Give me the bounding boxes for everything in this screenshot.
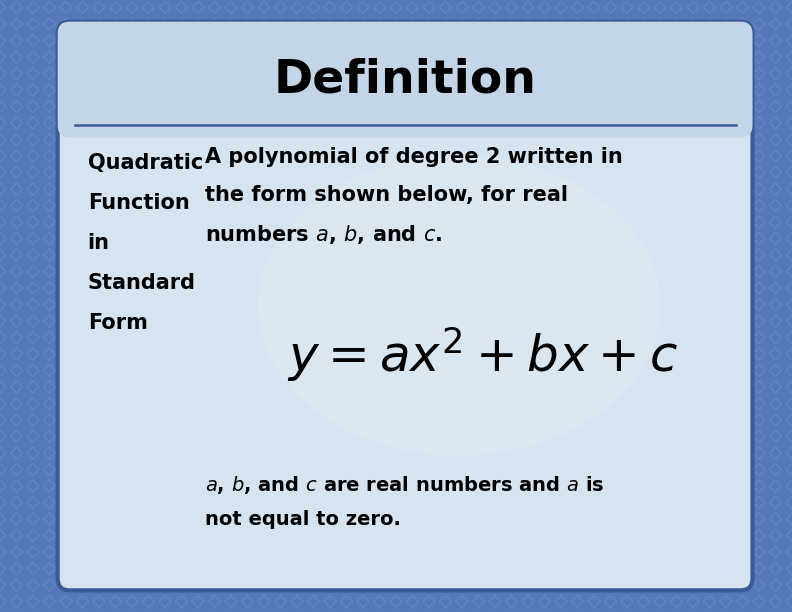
Text: $a$, $b$, and $c$ are real numbers and $a$ is: $a$, $b$, and $c$ are real numbers and $… [204,474,604,496]
Text: A polynomial of degree 2 written in: A polynomial of degree 2 written in [204,147,623,168]
Text: not equal to zero.: not equal to zero. [204,510,401,529]
Ellipse shape [258,156,661,456]
Text: numbers $a$, $b$, and $c$.: numbers $a$, $b$, and $c$. [204,223,442,247]
Bar [70,84,741,125]
Text: Form: Form [88,313,147,334]
FancyBboxPatch shape [58,21,752,138]
Text: Function: Function [88,193,189,214]
Text: $\mathit{y} = \mathit{ax}^2 + \mathit{bx} + \mathit{c}$: $\mathit{y} = \mathit{ax}^2 + \mathit{bx… [287,326,678,384]
Text: Quadratic: Quadratic [88,154,203,173]
Text: the form shown below, for real: the form shown below, for real [204,185,568,206]
Text: in: in [88,233,110,253]
Text: Definition: Definition [273,57,537,102]
FancyBboxPatch shape [58,21,752,591]
Text: Standard: Standard [88,274,196,294]
